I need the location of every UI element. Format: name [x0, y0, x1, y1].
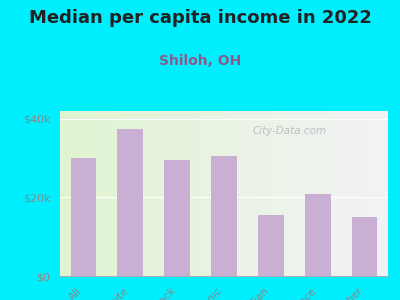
Bar: [305, 194, 330, 276]
Bar: [352, 217, 378, 276]
Bar: [258, 215, 284, 276]
Text: City-Data.com: City-Data.com: [252, 126, 327, 136]
Bar: [70, 158, 96, 276]
Bar: [211, 156, 237, 276]
Bar: [118, 129, 143, 276]
Bar: [164, 160, 190, 276]
Text: Shiloh, OH: Shiloh, OH: [159, 54, 241, 68]
Text: Median per capita income in 2022: Median per capita income in 2022: [28, 9, 372, 27]
